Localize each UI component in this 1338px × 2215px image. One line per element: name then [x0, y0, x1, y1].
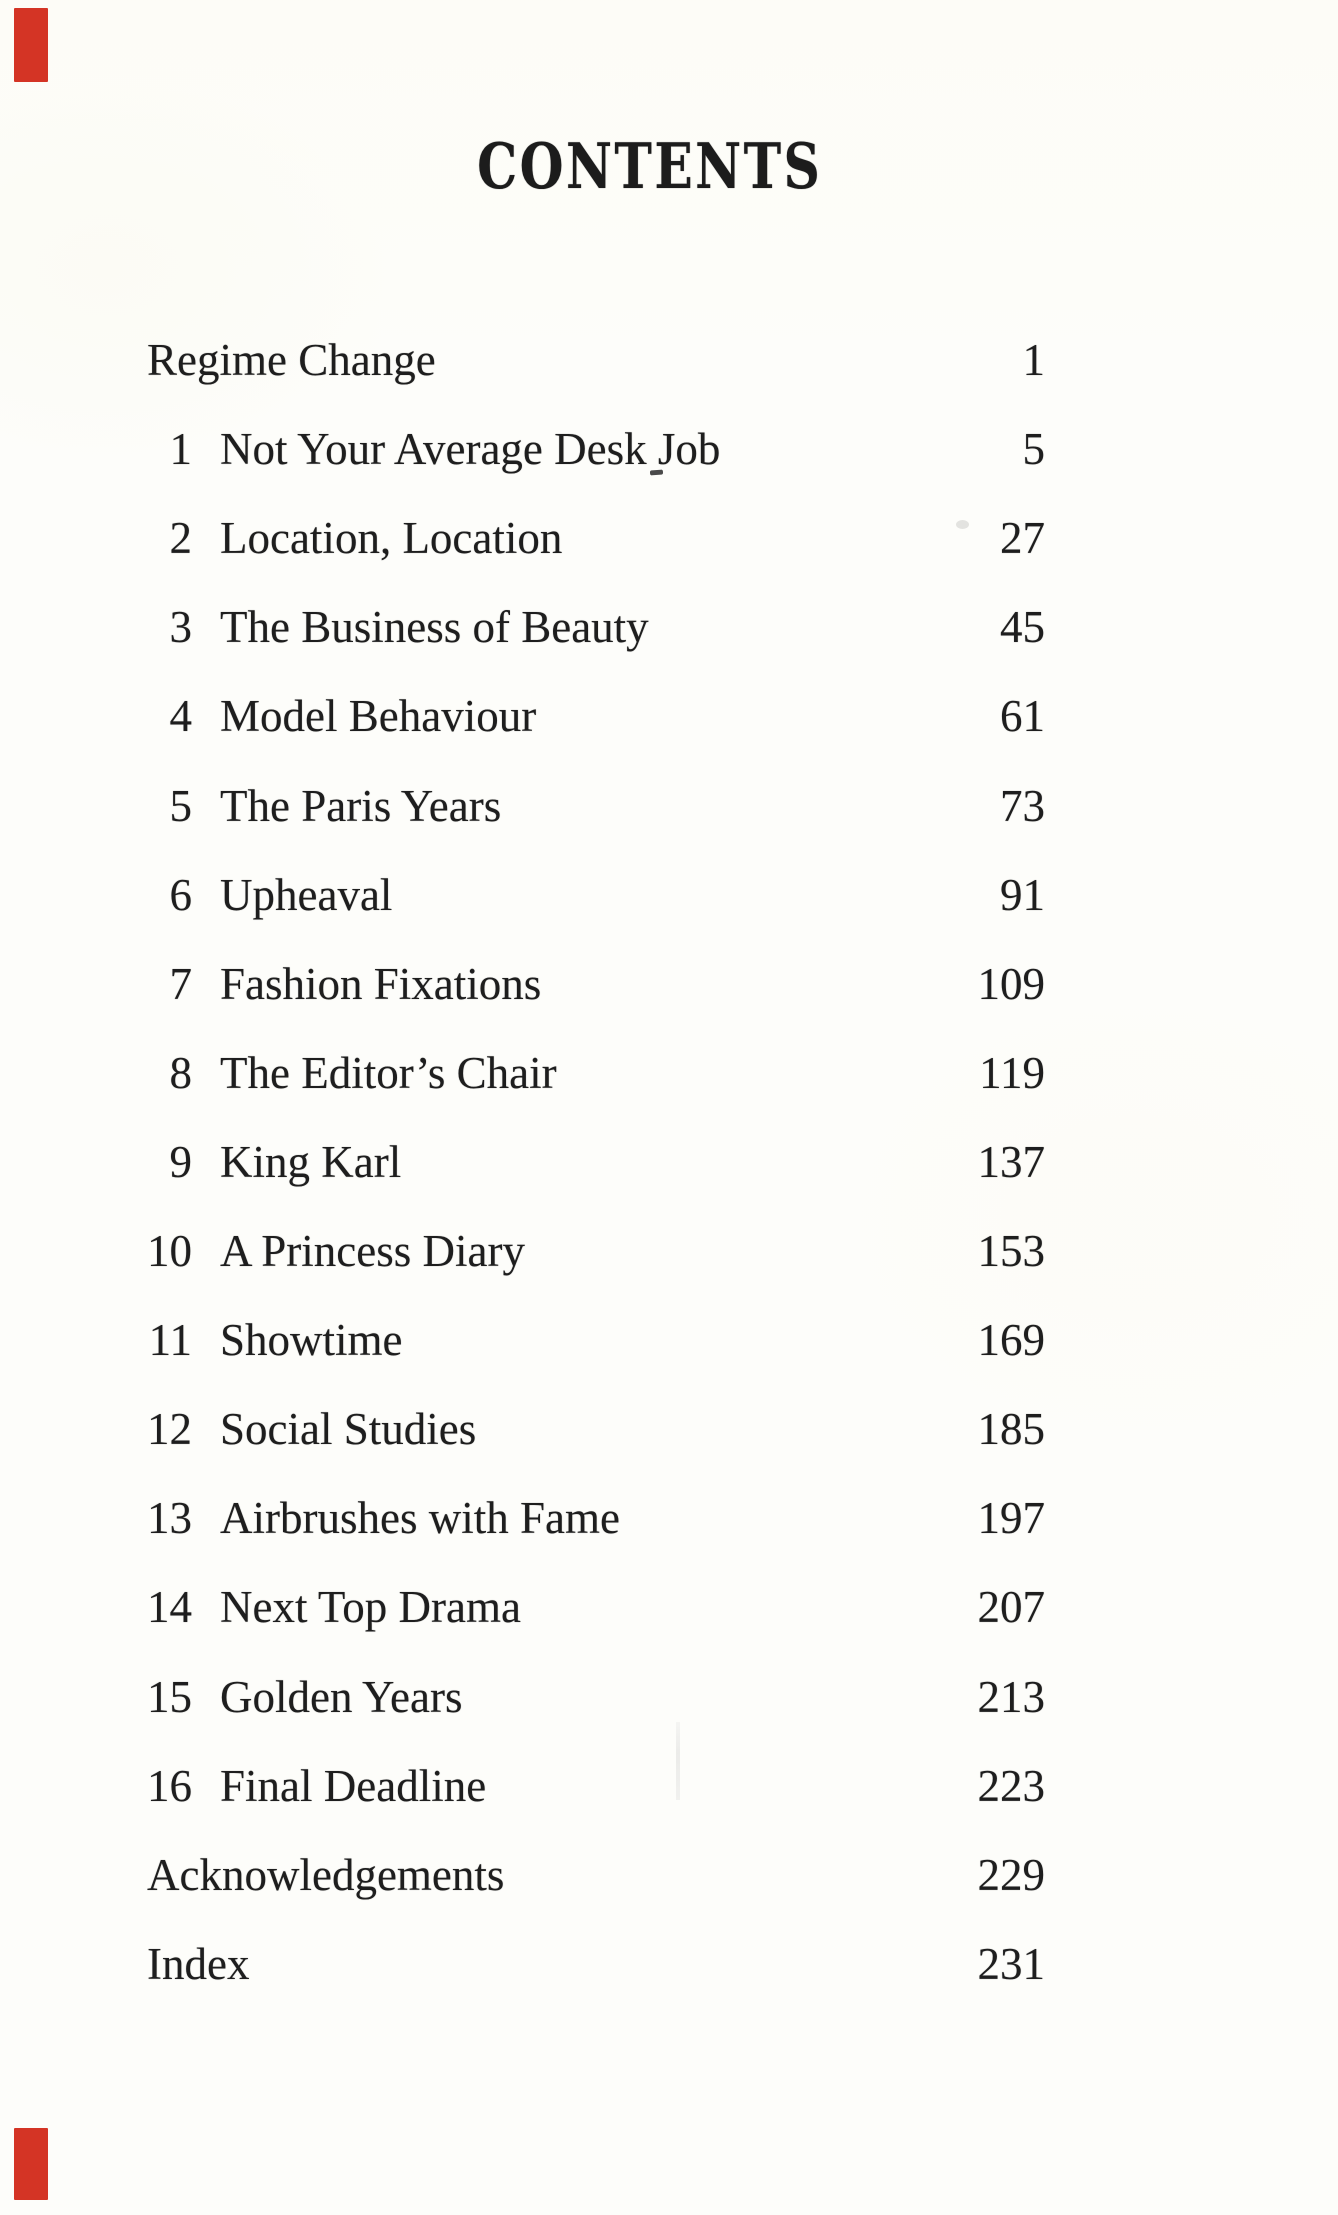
toc-row: 7 Fashion Fixations 109 — [147, 954, 1046, 1014]
chapter-number: 7 — [169, 959, 193, 1009]
scan-light-speck-artifact — [956, 520, 969, 529]
contents-heading-text: CONTENTS — [477, 129, 823, 203]
toc-row: Acknowledgements 229 — [147, 1845, 1045, 1905]
chapter-number: 5 — [169, 781, 193, 831]
chapter-number: 6 — [169, 870, 193, 920]
page-number: 119 — [979, 1048, 1045, 1098]
page-number: 5 — [1022, 424, 1046, 474]
toc-row: Regime Change 1 — [147, 330, 1045, 390]
chapter-number: 11 — [148, 1315, 192, 1365]
toc-row: 3 The Business of Beauty 45 — [147, 597, 1046, 657]
chapter-number: 9 — [169, 1137, 193, 1187]
toc-row: 4 Model Behaviour 61 — [147, 686, 1046, 746]
page-number: 137 — [977, 1137, 1046, 1187]
chapter-number: 14 — [147, 1582, 192, 1632]
page-number: 169 — [977, 1315, 1046, 1365]
chapter-title: Social Studies — [220, 1404, 477, 1454]
chapter-title: King Karl — [220, 1137, 402, 1187]
chapter-number: 1 — [169, 424, 193, 474]
chapter-number: 13 — [147, 1493, 192, 1543]
chapter-number: 2 — [169, 513, 193, 563]
chapter-title: The Paris Years — [220, 781, 502, 831]
toc-row: 15 Golden Years 213 — [147, 1667, 1045, 1727]
chapter-title: Upheaval — [220, 870, 393, 920]
chapter-title: The Editor’s Chair — [220, 1048, 557, 1098]
page-number: 109 — [977, 959, 1046, 1009]
scan-speck-artifact — [649, 469, 664, 476]
toc-row: Index 231 — [147, 1934, 1045, 1994]
contents-heading: CONTENTS — [0, 129, 1300, 221]
chapter-title: Index — [147, 1939, 250, 1989]
page-number: 213 — [977, 1672, 1046, 1722]
page-number: 153 — [977, 1226, 1046, 1276]
chapter-title: Golden Years — [220, 1672, 463, 1722]
page-number: 73 — [1000, 781, 1045, 831]
toc-row: 12 Social Studies 185 — [147, 1399, 1045, 1459]
toc-row: 16 Final Deadline 223 — [147, 1756, 1045, 1816]
chapter-title: Location, Location — [220, 513, 563, 563]
page-number: 207 — [977, 1582, 1046, 1632]
toc-row: 1 Not Your Average Desk Job 5 — [147, 419, 1046, 479]
page-number: 27 — [1000, 513, 1045, 563]
chapter-title: Not Your Average Desk Job — [220, 424, 721, 474]
chapter-title: Regime Change — [147, 335, 436, 385]
chapter-title: Model Behaviour — [220, 691, 537, 741]
page-number: 229 — [977, 1850, 1046, 1900]
page-number: 91 — [1000, 870, 1045, 920]
chapter-title: Fashion Fixations — [220, 959, 542, 1009]
toc-row: 9 King Karl 137 — [147, 1132, 1046, 1192]
toc-row: 13 Airbrushes with Fame 197 — [147, 1488, 1045, 1548]
page-edge-red-mark-top — [14, 8, 48, 82]
page-number: 223 — [977, 1761, 1046, 1811]
chapter-title: The Business of Beauty — [220, 602, 649, 652]
toc-row: 6 Upheaval 91 — [147, 865, 1046, 925]
chapter-title: Showtime — [220, 1315, 403, 1365]
chapter-number: 8 — [169, 1048, 193, 1098]
chapter-number: 10 — [147, 1226, 192, 1276]
page-number: 1 — [1022, 335, 1046, 385]
page-number: 61 — [1000, 691, 1045, 741]
page-number: 231 — [977, 1939, 1046, 1989]
page-number: 185 — [977, 1404, 1046, 1454]
page-number: 45 — [1000, 602, 1045, 652]
toc-row: 11 Showtime 169 — [147, 1310, 1045, 1370]
chapter-number: 3 — [169, 602, 193, 652]
chapter-title: Acknowledgements — [147, 1850, 505, 1900]
toc-row: 10 A Princess Diary 153 — [147, 1221, 1045, 1281]
chapter-number: 4 — [169, 691, 193, 741]
scan-streak-artifact — [676, 1722, 680, 1800]
chapter-title: Final Deadline — [220, 1761, 487, 1811]
chapter-number: 15 — [147, 1672, 192, 1722]
page-edge-red-mark-bottom — [14, 2128, 48, 2200]
chapter-number: 12 — [147, 1404, 192, 1454]
chapter-title: A Princess Diary — [220, 1226, 525, 1276]
toc-row: 2 Location, Location 27 — [147, 508, 1046, 568]
chapter-title: Airbrushes with Fame — [220, 1493, 620, 1543]
toc-row: 5 The Paris Years 73 — [147, 776, 1046, 836]
page-number: 197 — [977, 1493, 1046, 1543]
toc-row: 8 The Editor’s Chair 119 — [147, 1043, 1046, 1103]
chapter-title: Next Top Drama — [220, 1582, 521, 1632]
chapter-number: 16 — [147, 1761, 192, 1811]
toc-row: 14 Next Top Drama 207 — [147, 1577, 1045, 1637]
